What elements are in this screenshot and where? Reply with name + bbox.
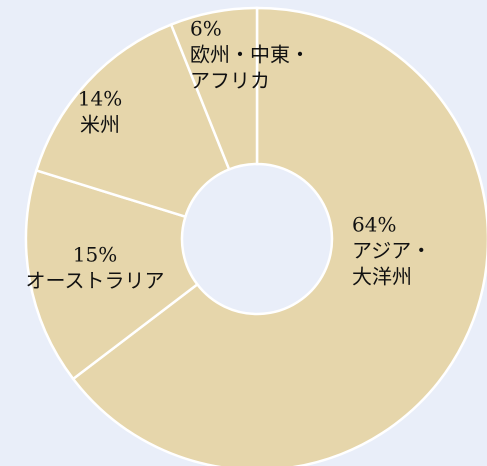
category-label: 大洋州: [352, 265, 412, 289]
category-label: 米州: [80, 113, 120, 137]
value-label: 64%: [352, 213, 396, 237]
value-label: 15%: [73, 243, 117, 267]
value-label: 14%: [78, 87, 122, 111]
slice: [71, 6, 487, 466]
category-label: 欧州・中東・: [190, 43, 310, 67]
value-label: 6%: [190, 17, 222, 41]
slice: [34, 22, 231, 219]
category-label: アジア・: [352, 239, 431, 263]
category-label: オーストラリア: [26, 269, 165, 293]
slice: [24, 168, 200, 381]
category-label: アフリカ: [190, 69, 270, 93]
slice: [169, 6, 259, 171]
